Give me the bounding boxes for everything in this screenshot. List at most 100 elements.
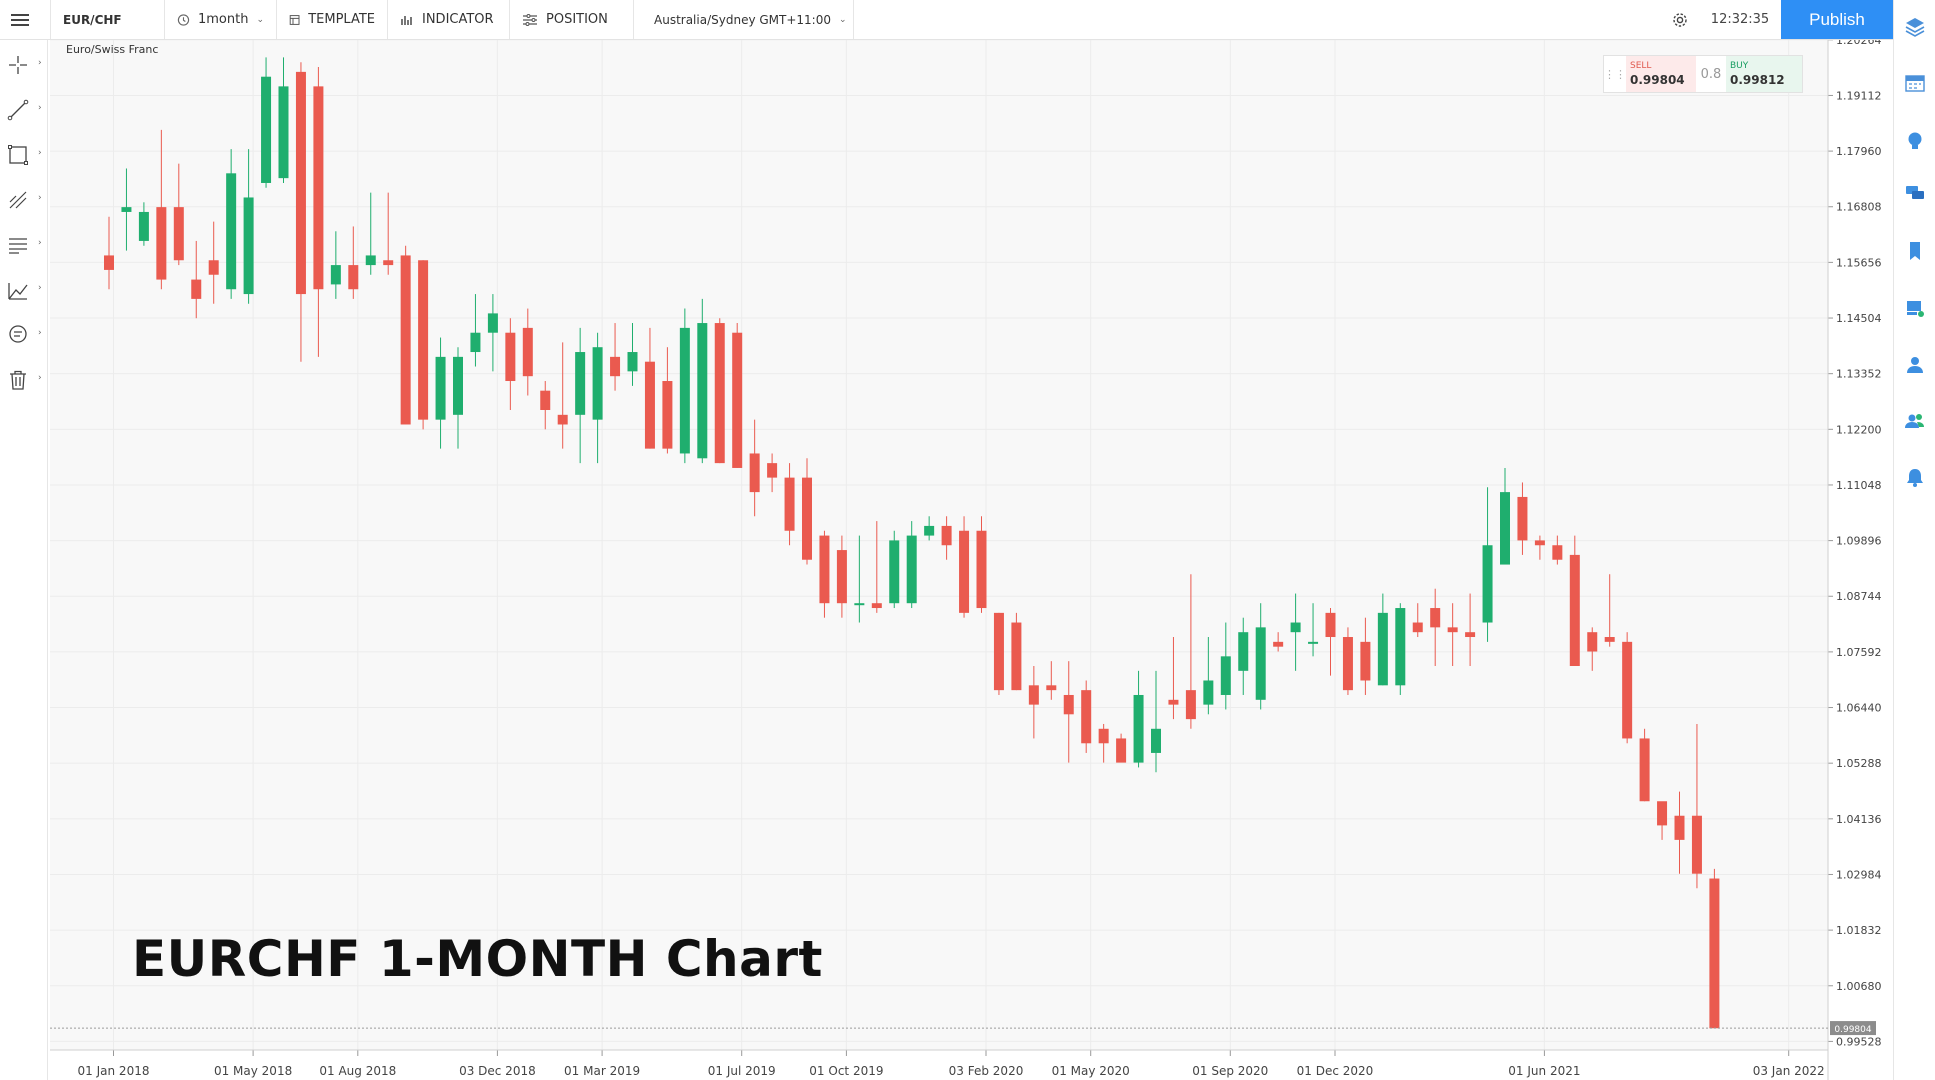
rectangle-tool[interactable]: › bbox=[6, 140, 42, 170]
chevron-right-icon: › bbox=[38, 373, 42, 383]
settings-button[interactable] bbox=[1660, 0, 1700, 39]
candle-body bbox=[418, 260, 429, 420]
candle-body bbox=[348, 265, 359, 290]
annotation-icon bbox=[9, 325, 27, 343]
candle-body bbox=[924, 525, 935, 536]
users-button[interactable] bbox=[1902, 408, 1928, 434]
crosshair-tool[interactable]: › bbox=[6, 50, 42, 80]
candle-body bbox=[854, 603, 865, 606]
bookmark-button[interactable] bbox=[1902, 238, 1928, 264]
candle-body bbox=[906, 535, 917, 604]
calendar-button[interactable] bbox=[1902, 70, 1928, 96]
y-tick-label: 1.06440 bbox=[1836, 702, 1882, 715]
x-tick-label: 03 Dec 2018 bbox=[459, 1064, 536, 1078]
indicator-label: INDICATOR bbox=[422, 12, 494, 27]
candle-body bbox=[313, 86, 324, 290]
candle-body bbox=[1325, 612, 1336, 638]
y-tick-label: 1.02984 bbox=[1836, 868, 1882, 881]
y-tick-label: 1.05288 bbox=[1836, 757, 1882, 770]
y-tick-label: 1.12200 bbox=[1836, 423, 1882, 436]
y-tick-label: 1.15656 bbox=[1836, 256, 1882, 269]
fib-tool[interactable]: › bbox=[6, 185, 42, 215]
symbol-selector[interactable]: EUR/CHF bbox=[50, 0, 165, 39]
candle-body bbox=[1308, 641, 1319, 644]
candle-body bbox=[836, 550, 847, 604]
candle-body bbox=[1116, 738, 1127, 763]
chevron-right-icon: › bbox=[38, 328, 42, 338]
candle-body bbox=[1500, 492, 1510, 565]
template-button[interactable]: TEMPLATE bbox=[277, 0, 388, 39]
x-tick-label: 01 Jul 2019 bbox=[708, 1064, 776, 1078]
template-icon bbox=[289, 14, 300, 25]
sell-button[interactable]: SELL 0.99804 bbox=[1626, 56, 1696, 92]
candle-body bbox=[1290, 622, 1301, 633]
y-tick-label: 1.08744 bbox=[1836, 590, 1882, 603]
candle-body bbox=[1063, 694, 1074, 715]
current-price-tag bbox=[1830, 1021, 1876, 1036]
screen-share-button[interactable] bbox=[1902, 296, 1928, 322]
candle-body bbox=[295, 71, 306, 295]
candle-body bbox=[487, 313, 498, 333]
buy-price: 0.99812 bbox=[1730, 73, 1785, 87]
candle-body bbox=[644, 361, 655, 449]
ideas-button[interactable] bbox=[1902, 128, 1928, 154]
delete-tool[interactable]: › bbox=[6, 365, 42, 395]
candle-body bbox=[784, 477, 795, 531]
layers-button[interactable] bbox=[1902, 14, 1928, 40]
user-button[interactable] bbox=[1902, 352, 1928, 378]
candle-body bbox=[243, 197, 254, 295]
clock-display: 12:32:35 bbox=[1710, 12, 1770, 27]
x-tick-label: 01 May 2020 bbox=[1052, 1064, 1130, 1078]
y-tick-label: 1.00680 bbox=[1836, 980, 1882, 993]
candle-body bbox=[330, 265, 341, 285]
candle-body bbox=[1168, 699, 1179, 705]
chevron-down-icon: ⌄ bbox=[256, 14, 264, 25]
trend-line-tool[interactable]: › bbox=[6, 95, 42, 125]
candle-body bbox=[1412, 622, 1423, 633]
x-tick-label: 01 Aug 2018 bbox=[319, 1064, 396, 1078]
position-button[interactable]: POSITION bbox=[510, 0, 634, 39]
template-label: TEMPLATE bbox=[308, 12, 375, 27]
drag-handle-icon[interactable]: ⋮⋮ bbox=[1604, 67, 1626, 81]
candle-body bbox=[208, 260, 219, 275]
candle-body bbox=[470, 332, 481, 353]
x-tick-label: 01 Jun 2021 bbox=[1508, 1064, 1580, 1078]
horizontal-lines-icon bbox=[9, 238, 27, 254]
top-toolbar: EUR/CHF 1month ⌄ TEMPLATE INDICATOR POSI… bbox=[0, 0, 1935, 40]
candle-body bbox=[365, 255, 376, 266]
candle-body bbox=[819, 535, 830, 604]
quote-panel: ⋮⋮ SELL 0.99804 0.8 BUY 0.99812 bbox=[1603, 55, 1803, 93]
y-tick-label: 1.04136 bbox=[1836, 813, 1882, 826]
candle-body bbox=[1395, 608, 1406, 686]
indicator-button[interactable]: INDICATOR bbox=[388, 0, 510, 39]
y-tick-label: 0.99528 bbox=[1836, 1035, 1882, 1048]
publish-button[interactable]: Publish bbox=[1781, 0, 1893, 39]
annotation-tool[interactable]: › bbox=[6, 320, 42, 350]
y-tick-label: 1.16808 bbox=[1836, 201, 1882, 214]
calendar-icon bbox=[1905, 75, 1925, 92]
candle-body bbox=[1185, 690, 1196, 720]
user-icon bbox=[1907, 357, 1923, 373]
y-tick-label: 1.11048 bbox=[1836, 479, 1882, 492]
candle-body bbox=[1011, 622, 1022, 691]
candle-body bbox=[1273, 641, 1284, 647]
candle-body bbox=[1151, 728, 1161, 753]
candle-body bbox=[1447, 627, 1458, 633]
horizontal-lines-tool[interactable]: › bbox=[6, 230, 42, 260]
price-chart[interactable]: 1.20264 1.19112 1.17960 1.16808 1.15656 1.145… bbox=[48, 40, 1893, 1080]
pattern-tool[interactable]: › bbox=[6, 275, 42, 305]
candle-body bbox=[1430, 608, 1441, 628]
gear-icon bbox=[1673, 12, 1687, 27]
interval-selector[interactable]: 1month ⌄ bbox=[165, 0, 277, 39]
chevron-right-icon: › bbox=[38, 193, 42, 203]
alerts-button[interactable] bbox=[1902, 464, 1928, 490]
timezone-selector[interactable]: Australia/Sydney GMT+11:00 ⌄ bbox=[634, 0, 854, 39]
x-tick-label: 03 Jan 2022 bbox=[1753, 1064, 1825, 1078]
candle-body bbox=[1360, 641, 1371, 681]
candle-body bbox=[1342, 637, 1353, 691]
pattern-tool-icon bbox=[8, 283, 28, 300]
chat-button[interactable] bbox=[1902, 180, 1928, 206]
candle-body bbox=[261, 76, 272, 183]
buy-button[interactable]: BUY 0.99812 bbox=[1726, 56, 1802, 92]
menu-button[interactable] bbox=[0, 0, 40, 39]
